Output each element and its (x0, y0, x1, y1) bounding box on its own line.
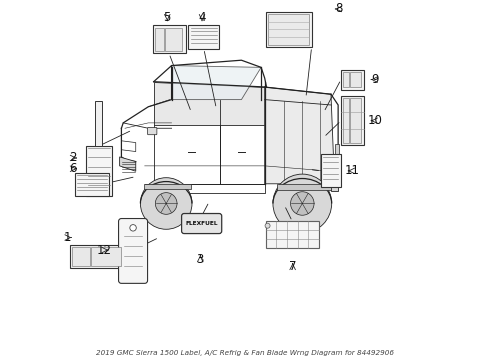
Circle shape (291, 192, 314, 215)
Circle shape (141, 178, 192, 229)
FancyBboxPatch shape (266, 12, 312, 47)
FancyBboxPatch shape (70, 245, 126, 268)
Text: 1: 1 (64, 231, 72, 244)
Text: 7: 7 (289, 260, 296, 273)
FancyBboxPatch shape (350, 98, 361, 143)
Text: 12: 12 (97, 244, 112, 257)
FancyBboxPatch shape (182, 213, 221, 234)
Text: 10: 10 (367, 114, 382, 127)
FancyBboxPatch shape (350, 72, 361, 87)
Polygon shape (265, 87, 335, 184)
FancyBboxPatch shape (86, 146, 113, 196)
Polygon shape (331, 177, 338, 191)
FancyBboxPatch shape (75, 173, 109, 196)
FancyBboxPatch shape (268, 14, 310, 45)
FancyBboxPatch shape (341, 96, 364, 145)
Text: FLEXFUEL: FLEXFUEL (185, 221, 218, 226)
Polygon shape (144, 184, 191, 189)
FancyBboxPatch shape (341, 70, 364, 90)
FancyBboxPatch shape (266, 221, 319, 248)
FancyBboxPatch shape (147, 127, 157, 135)
Polygon shape (154, 82, 267, 125)
Circle shape (130, 225, 136, 231)
Text: 5: 5 (164, 11, 171, 24)
FancyBboxPatch shape (165, 28, 182, 51)
FancyBboxPatch shape (321, 154, 341, 187)
Text: 2: 2 (69, 152, 77, 165)
Circle shape (155, 193, 177, 214)
Text: 8: 8 (335, 3, 343, 15)
Circle shape (273, 174, 332, 233)
FancyBboxPatch shape (95, 102, 102, 146)
Polygon shape (277, 184, 331, 190)
FancyBboxPatch shape (91, 247, 122, 266)
Text: 4: 4 (198, 11, 206, 24)
Text: 11: 11 (344, 165, 359, 177)
FancyBboxPatch shape (152, 26, 186, 53)
Text: 2019 GMC Sierra 1500 Label, A/C Refrig & Fan Blade Wrng Diagram for 84492906: 2019 GMC Sierra 1500 Label, A/C Refrig &… (96, 350, 394, 356)
Polygon shape (335, 144, 339, 162)
Text: 9: 9 (371, 73, 378, 86)
FancyBboxPatch shape (188, 26, 219, 49)
Circle shape (265, 223, 270, 228)
FancyBboxPatch shape (343, 72, 349, 87)
Polygon shape (172, 66, 261, 100)
FancyBboxPatch shape (155, 28, 164, 51)
FancyBboxPatch shape (119, 219, 147, 283)
Polygon shape (120, 157, 136, 171)
FancyBboxPatch shape (73, 247, 90, 266)
Text: 3: 3 (196, 252, 204, 266)
Text: 6: 6 (69, 162, 77, 175)
FancyBboxPatch shape (343, 98, 349, 143)
